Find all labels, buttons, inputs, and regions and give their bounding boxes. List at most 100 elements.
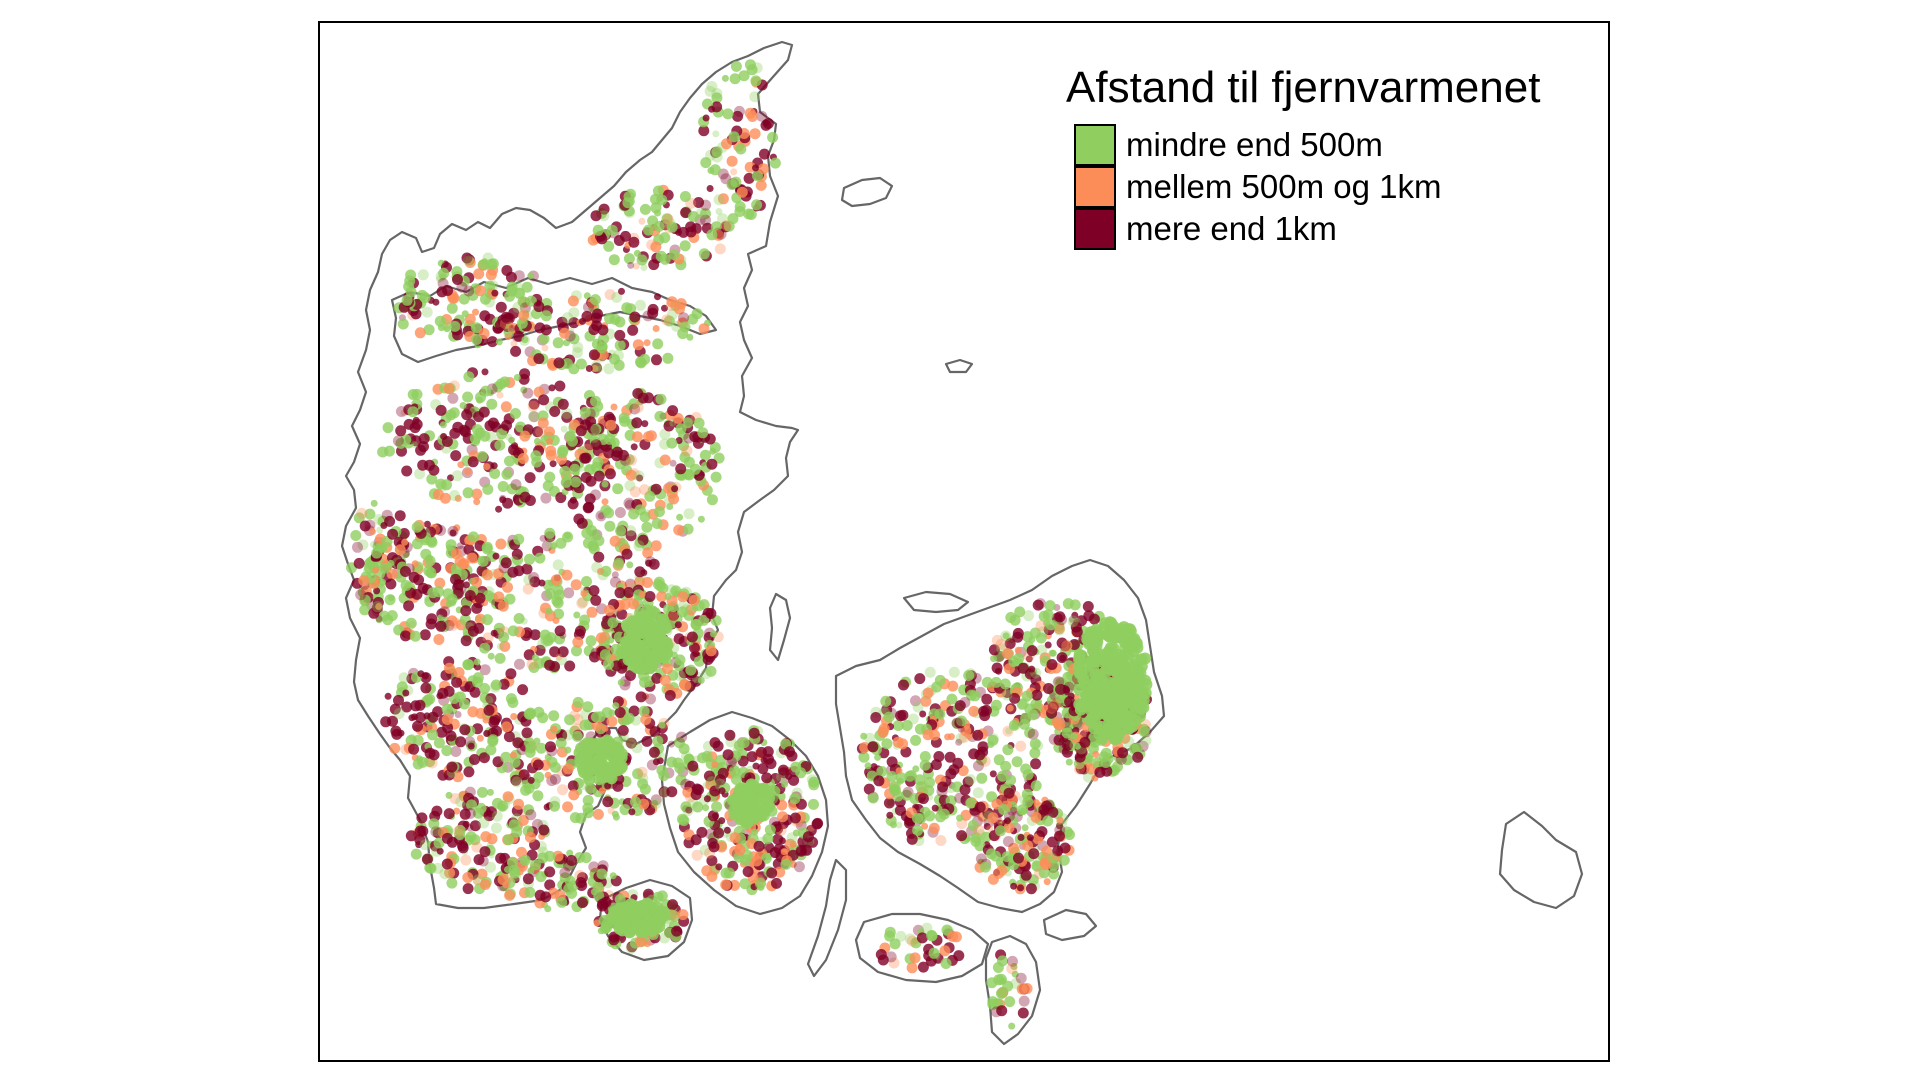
data-point: [1087, 634, 1100, 647]
data-point: [774, 866, 786, 878]
data-point: [419, 292, 431, 304]
data-point: [793, 861, 805, 873]
data-point: [659, 428, 671, 440]
data-point: [1071, 611, 1079, 619]
data-point: [996, 865, 1008, 876]
data-point: [1080, 689, 1093, 702]
data-point: [906, 833, 918, 845]
legend-label: mellem 500m og 1km: [1126, 168, 1442, 205]
data-point: [475, 391, 486, 403]
data-point: [1135, 653, 1148, 666]
data-point: [619, 735, 627, 743]
data-point: [464, 786, 476, 798]
data-point: [460, 854, 472, 866]
data-point: [533, 353, 545, 365]
data-point: [471, 841, 483, 853]
data-point: [559, 327, 571, 339]
data-point: [912, 701, 924, 713]
data-point: [539, 629, 551, 641]
data-point: [965, 797, 977, 809]
data-point: [692, 801, 704, 813]
data-point: [1021, 824, 1029, 832]
data-point: [606, 716, 618, 727]
data-point: [434, 577, 446, 589]
data-point: [602, 658, 614, 670]
data-point: [788, 774, 800, 786]
data-point: [734, 206, 746, 217]
data-point: [909, 952, 921, 964]
data-point: [424, 459, 435, 471]
data-point: [1018, 995, 1030, 1007]
data-point: [533, 437, 541, 445]
data-point: [790, 761, 802, 773]
data-point: [928, 947, 940, 959]
data-point: [505, 668, 517, 680]
data-point: [576, 597, 588, 609]
data-point: [461, 310, 469, 318]
data-point: [1010, 963, 1018, 970]
data-point: [1055, 692, 1067, 704]
data-point: [995, 667, 1002, 675]
data-point: [399, 566, 411, 577]
data-point: [564, 660, 576, 672]
data-point: [517, 453, 529, 464]
data-point: [1053, 623, 1065, 635]
data-point: [548, 384, 556, 392]
data-point: [1040, 859, 1052, 871]
data-point: [426, 473, 438, 485]
data-point: [537, 638, 549, 650]
data-point: [595, 632, 607, 644]
data-point: [710, 471, 722, 483]
data-point: [730, 168, 738, 176]
data-point: [924, 666, 936, 678]
data-point: [612, 702, 620, 710]
data-point: [762, 746, 774, 758]
data-point: [633, 540, 645, 552]
data-point: [612, 813, 620, 821]
data-point: [476, 734, 484, 742]
data-point: [707, 810, 719, 822]
data-point: [482, 695, 494, 707]
data-point: [443, 685, 455, 697]
data-point: [766, 867, 778, 879]
data-point: [629, 486, 641, 498]
data-point: [912, 765, 920, 773]
data-point: [379, 562, 391, 574]
data-point: [936, 786, 948, 797]
data-point: [561, 569, 573, 581]
data-point: [611, 571, 619, 579]
data-point: [912, 825, 924, 836]
data-point: [695, 207, 707, 219]
data-point: [750, 75, 762, 87]
data-point: [371, 547, 383, 559]
data-point: [1126, 720, 1139, 733]
data-point: [416, 755, 423, 763]
data-point: [678, 743, 690, 755]
data-point: [560, 476, 572, 488]
data-point: [384, 594, 396, 606]
data-point: [445, 539, 457, 551]
data-point: [535, 426, 547, 438]
data-point: [1041, 845, 1053, 857]
data-point: [489, 468, 501, 479]
data-point: [624, 737, 636, 749]
data-point: [394, 510, 406, 522]
data-point: [716, 841, 728, 853]
data-point: [482, 590, 494, 602]
data-point: [677, 606, 688, 618]
data-point: [386, 610, 398, 622]
data-point: [590, 711, 602, 723]
data-point: [1008, 1022, 1016, 1030]
data-point: [444, 867, 456, 879]
data-point: [889, 784, 901, 796]
data-point: [1082, 601, 1094, 612]
data-point: [596, 771, 609, 784]
data-point: [709, 737, 721, 749]
data-point: [1100, 757, 1112, 768]
data-point: [732, 110, 744, 122]
data-point: [1030, 780, 1042, 792]
data-point: [976, 772, 988, 784]
data-point: [944, 751, 956, 763]
data-point: [638, 217, 646, 225]
data-point: [1059, 842, 1071, 854]
